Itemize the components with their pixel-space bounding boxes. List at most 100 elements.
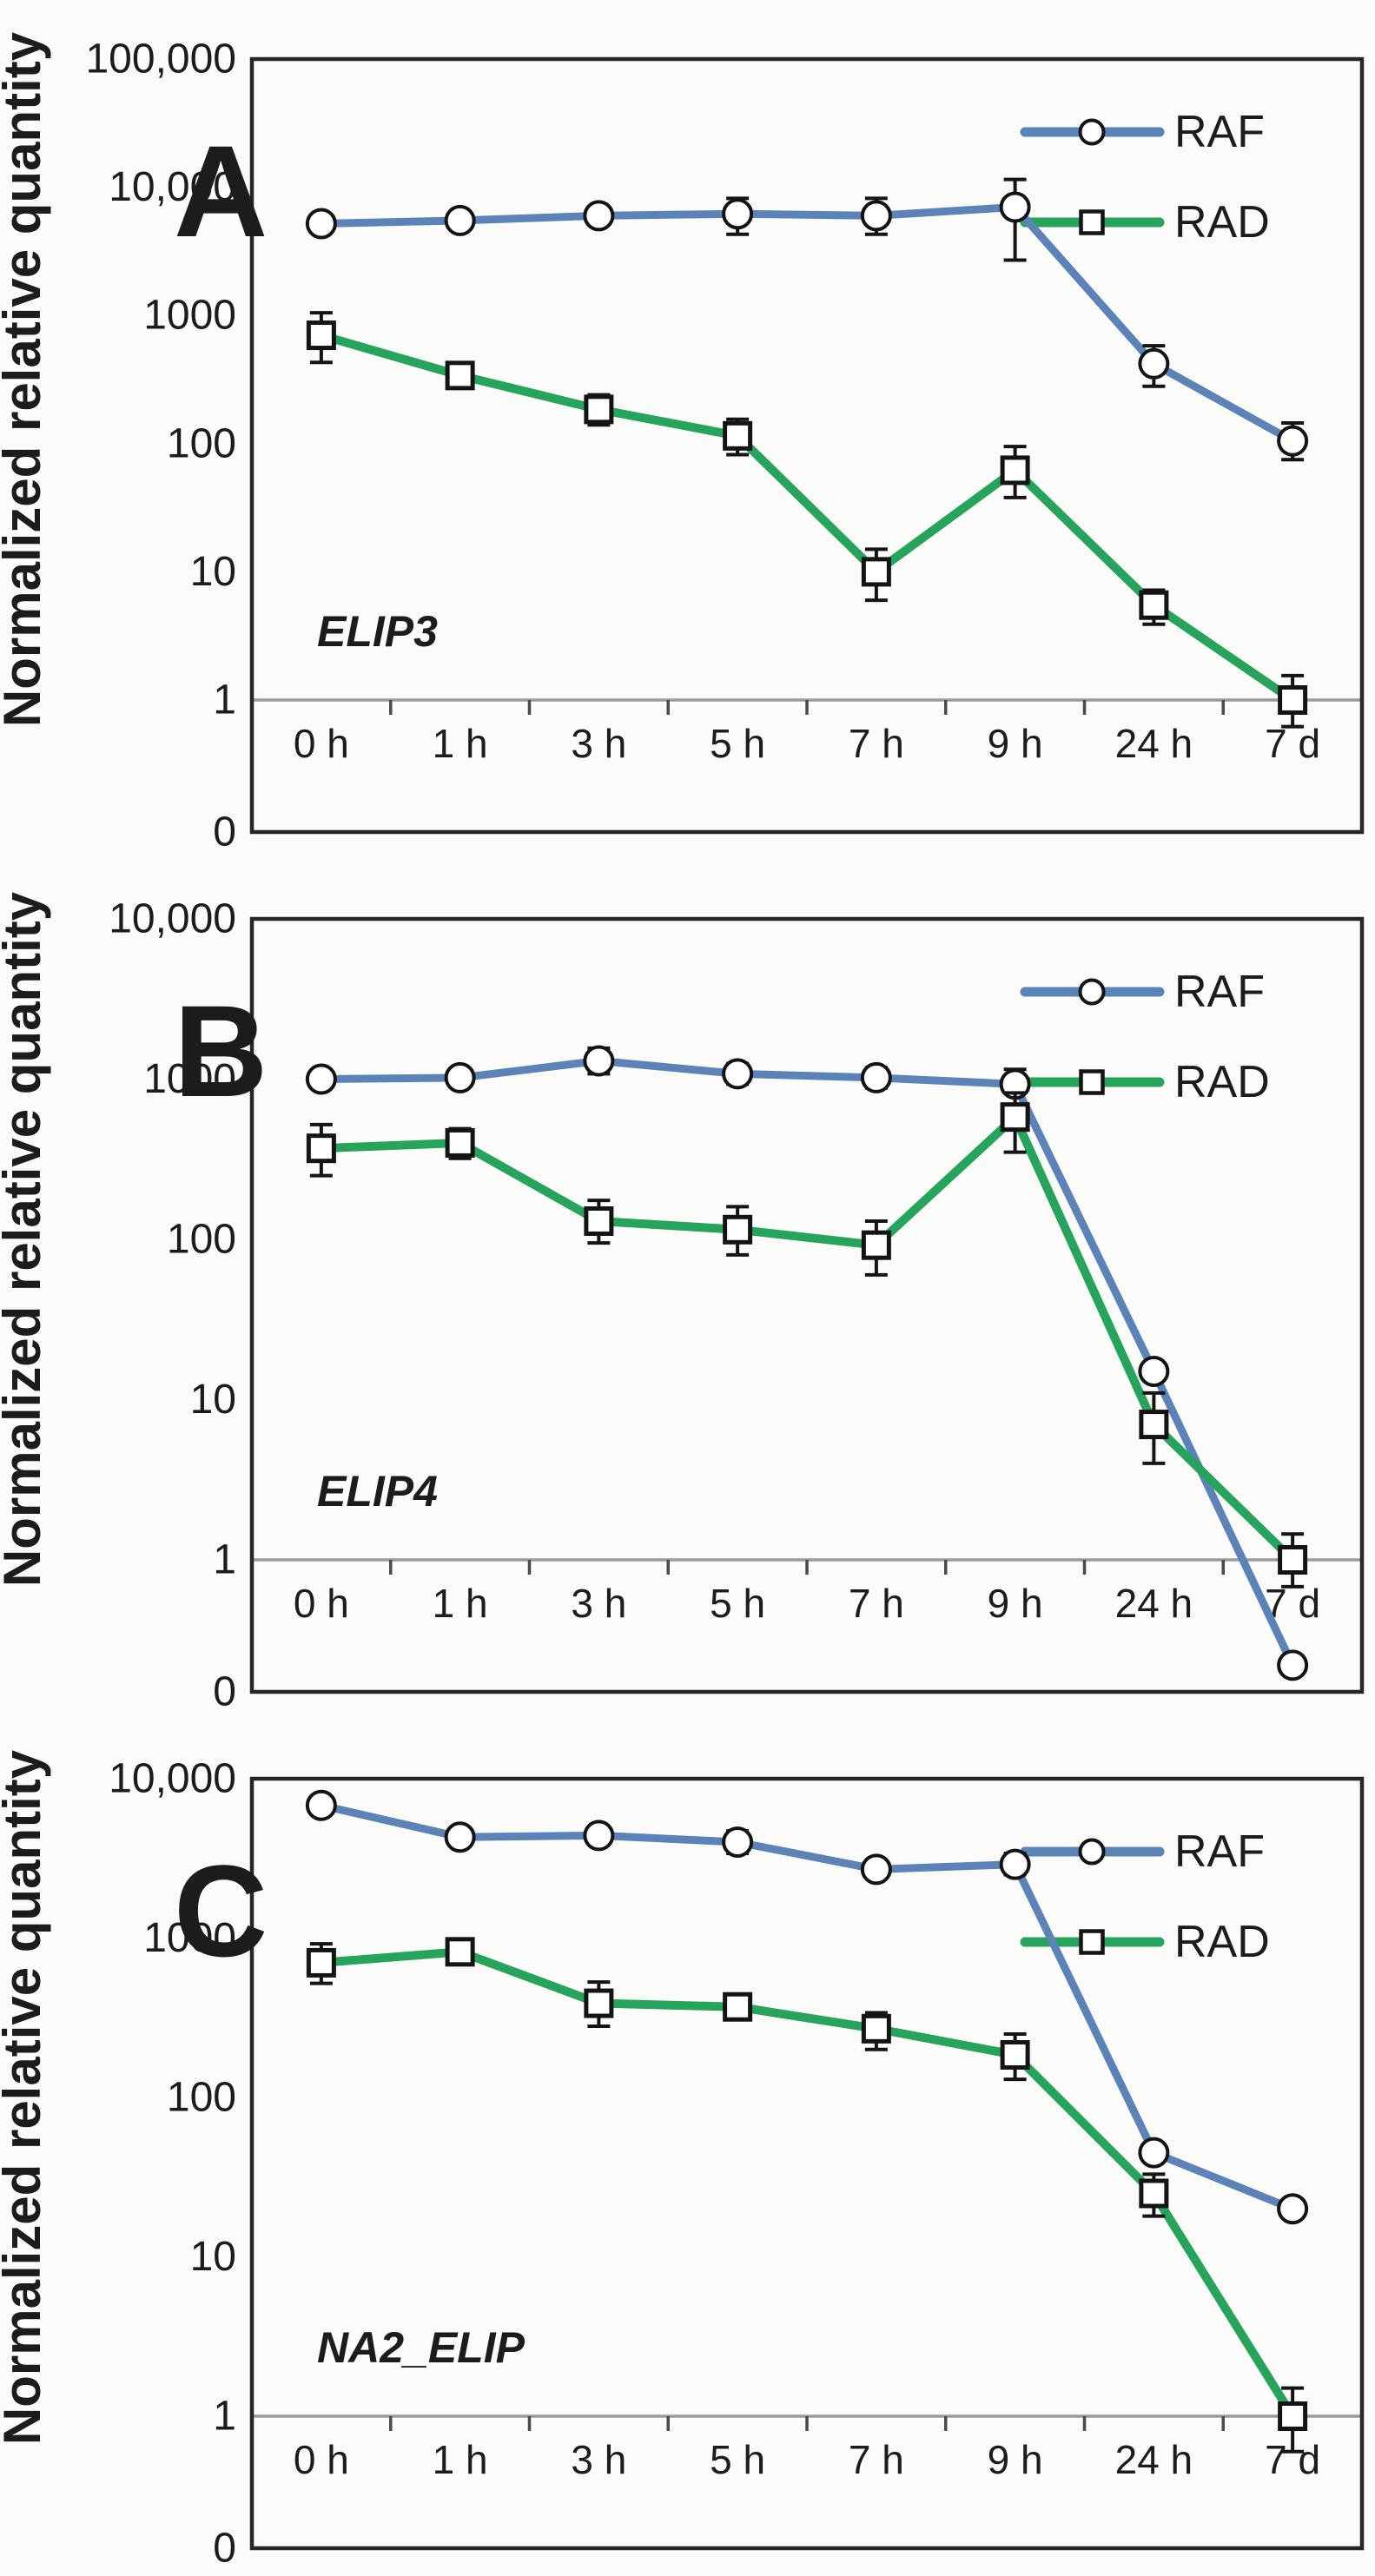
raf-marker	[305, 1063, 337, 1095]
panel-c-chart: Normalized relative quantity 10,000 1000 10…	[0, 1749, 1365, 2572]
y-tick-label: 10	[190, 2234, 236, 2280]
x-tick-label: 5 h	[710, 2437, 765, 2482]
y-tick-label: 0	[213, 1669, 236, 1715]
raf-marker	[860, 1853, 892, 1886]
x-tick-label: 1 h	[433, 2437, 488, 2482]
rad-line	[316, 331, 1298, 704]
raf-marker	[1277, 2193, 1309, 2225]
y-tick-label: 100	[167, 1217, 236, 1263]
panel-letter: C	[174, 1838, 268, 1984]
raf-line	[317, 1801, 1297, 2213]
raf-marker	[722, 1826, 754, 1859]
rad-marker	[1000, 1102, 1030, 1133]
raf-marker	[583, 1045, 615, 1077]
x-tick-label: 24 h	[1115, 1581, 1193, 1626]
rad-marker	[445, 360, 475, 391]
rad-marker	[723, 1214, 753, 1245]
raf-marker	[1277, 425, 1309, 457]
raf-line	[317, 1056, 1297, 1669]
y-axis-title: Normalized relative quantity	[0, 31, 51, 727]
y-tick-label: 10,000	[109, 896, 236, 942]
y-tick-label: 0	[213, 2526, 236, 2572]
rad-marker	[861, 2013, 891, 2044]
raf-marker	[999, 191, 1031, 223]
rad-marker	[723, 1991, 753, 2022]
y-tick-label: 10	[190, 549, 236, 595]
panel-a-chart: Normalized relative quantity 100,000 10,00…	[0, 31, 1365, 855]
rad-marker	[445, 1937, 475, 1967]
rad-marker	[1278, 685, 1308, 715]
raf-marker	[860, 1061, 892, 1093]
legend-square-marker-icon	[1079, 1929, 1105, 1955]
y-tick-label: 1000	[143, 1056, 236, 1102]
gene-label: ELIP4	[317, 1467, 438, 1516]
y-tick-label: 10,000	[109, 1756, 236, 1802]
y-tick-label: 10	[190, 1377, 236, 1423]
x-tick-label: 7 h	[849, 1581, 904, 1626]
raf-marker	[444, 204, 476, 236]
rad-marker	[1139, 2178, 1169, 2209]
x-tick-label: 24 h	[1115, 2437, 1193, 2482]
legend-raf-label: RAF	[1174, 107, 1265, 157]
rad-marker	[1278, 2401, 1308, 2431]
y-tick-label: 1000	[143, 293, 236, 339]
rad-marker	[306, 320, 336, 351]
x-tick-label: 3 h	[571, 721, 626, 766]
plot-frame	[249, 916, 1365, 1694]
rad-marker	[861, 557, 891, 587]
rad-marker	[1278, 1545, 1308, 1575]
panel-letter: B	[174, 978, 268, 1124]
legend-raf-label: RAF	[1174, 1826, 1265, 1877]
y-tick-label: 1	[213, 677, 236, 723]
legend-circle-marker-icon	[1078, 118, 1106, 146]
rad-marker	[306, 1133, 336, 1164]
legend-raf-label: RAF	[1174, 967, 1265, 1017]
x-tick-label: 7 h	[849, 2437, 904, 2482]
raf-marker	[1138, 347, 1170, 380]
rad-marker	[1139, 590, 1169, 620]
x-tick-label: 9 h	[988, 1581, 1043, 1626]
y-axis-title: Normalized relative quantity	[0, 891, 51, 1587]
y-tick-label: 10,000	[109, 164, 236, 210]
raf-marker	[583, 200, 615, 232]
legend-rad-label: RAD	[1174, 1917, 1270, 1967]
x-tick-label: 9 h	[988, 721, 1043, 766]
x-tick-label: 7 d	[1265, 721, 1320, 766]
x-tick-label: 5 h	[710, 1581, 765, 1626]
rad-marker	[584, 1205, 614, 1236]
raf-marker	[305, 208, 337, 240]
raf-marker	[1138, 1356, 1170, 1388]
panel-letter: A	[174, 118, 268, 264]
raf-marker	[1277, 1649, 1309, 1681]
panel-b-chart: Normalized relative quantity 10,000100010…	[0, 891, 1365, 1715]
rad-marker	[306, 1947, 336, 1978]
x-tick-label: 0 h	[294, 2437, 349, 2482]
x-tick-label: 24 h	[1115, 721, 1193, 766]
x-tick-label: 5 h	[710, 721, 765, 766]
legend-circle-marker-icon	[1078, 978, 1106, 1006]
rad-marker	[445, 1127, 475, 1158]
rad-marker	[1000, 455, 1030, 485]
plot-frame	[249, 1776, 1365, 2551]
raf-marker	[999, 1848, 1031, 1880]
rad-marker	[584, 394, 614, 425]
y-axis-title: Normalized relative quantity	[0, 1749, 51, 2445]
raf-marker	[1138, 2137, 1170, 2169]
legend-circle-marker-icon	[1078, 1838, 1106, 1866]
rad-marker	[723, 420, 753, 451]
y-tick-label: 1000	[143, 1915, 236, 1961]
x-tick-label: 7 h	[849, 721, 904, 766]
rad-marker	[861, 1230, 891, 1260]
rad-line	[316, 1947, 1298, 2421]
legend-square-marker-icon	[1079, 209, 1105, 235]
rad-line	[316, 1113, 1298, 1564]
y-tick-label: 100	[167, 420, 236, 466]
x-tick-label: 9 h	[988, 2437, 1043, 2482]
x-tick-label: 1 h	[433, 721, 488, 766]
y-tick-label: 1	[213, 1537, 236, 1583]
raf-line	[317, 202, 1297, 446]
raf-marker	[860, 200, 892, 232]
raf-marker	[722, 198, 754, 230]
raf-marker	[444, 1061, 476, 1093]
rad-marker	[1139, 1410, 1169, 1440]
